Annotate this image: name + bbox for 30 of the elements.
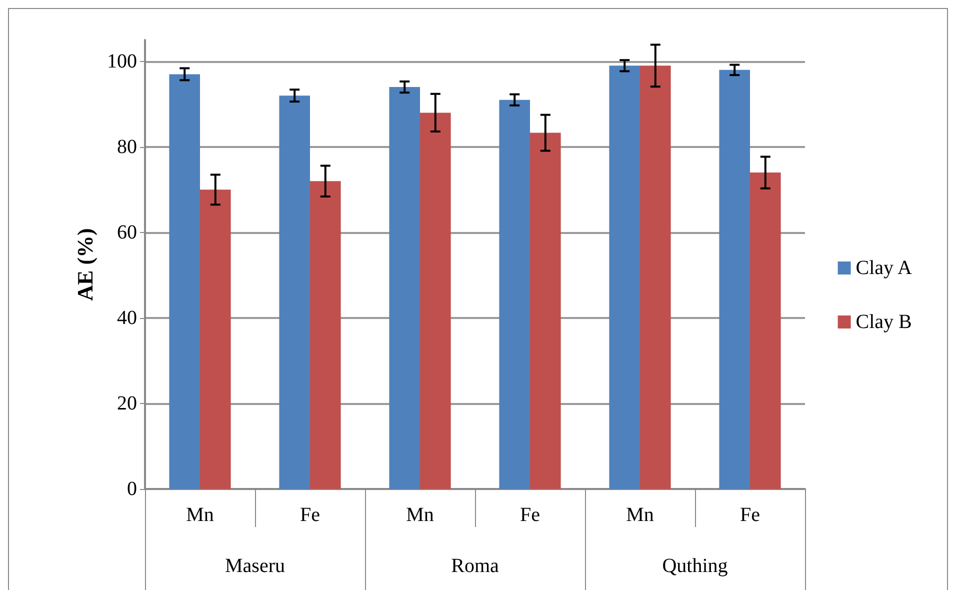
x-tick-label: Fe (520, 504, 540, 526)
text: Roma (450, 555, 500, 578)
bar (609, 66, 640, 489)
y-tick-label: 20 (117, 392, 137, 414)
y-tick-label: 80 (117, 136, 137, 158)
bar (420, 112, 451, 489)
legend-label: Clay B (856, 311, 912, 333)
text: Quthing (661, 555, 729, 578)
text: Maseru (224, 555, 286, 578)
y-tick-label: 0 (127, 478, 137, 500)
bar (169, 74, 200, 489)
y-tick-label: 40 (117, 306, 137, 329)
bar (719, 70, 750, 489)
x-tick-label: Fe (300, 504, 320, 526)
y-tick-label: 100 (107, 50, 137, 72)
x-tick-label: Mn (406, 504, 434, 526)
bar (530, 132, 561, 489)
x-tick-label: Fe (740, 504, 760, 526)
bar (499, 100, 530, 489)
x-tick-label: Mn (186, 504, 214, 526)
y-axis-title: AE (%) (72, 228, 98, 301)
y-tick-label: 60 (117, 221, 137, 244)
bar (310, 181, 341, 489)
x-tick-label: Mn (626, 504, 654, 526)
bar (389, 87, 420, 489)
bar (750, 172, 781, 489)
legend-label: Clay A (856, 257, 912, 279)
bar (200, 190, 231, 489)
bar (640, 66, 671, 489)
bar (279, 96, 310, 489)
